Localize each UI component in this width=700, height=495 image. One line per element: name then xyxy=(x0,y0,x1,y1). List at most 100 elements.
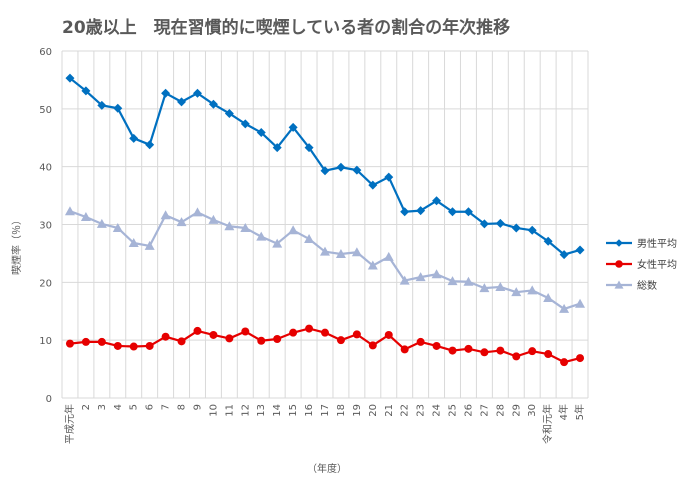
data-point xyxy=(128,238,139,248)
data-point xyxy=(208,99,218,109)
data-point xyxy=(351,247,362,257)
data-point xyxy=(367,260,378,270)
series-diamond xyxy=(65,73,585,260)
data-point xyxy=(400,207,410,217)
x-tick-label: 10 xyxy=(208,404,219,417)
x-axis-ticks: 平成元年 2 3 4 5 6 7 8 9 10 11 12 13 14 15 16 17 18 19 20 21 22 23… xyxy=(63,404,586,444)
data-point xyxy=(129,133,139,143)
data-point xyxy=(527,285,538,295)
x-tick-label: 14 xyxy=(272,404,283,417)
data-point xyxy=(447,276,458,286)
data-point xyxy=(193,326,202,335)
data-point xyxy=(65,339,74,348)
data-point xyxy=(400,345,409,354)
series-circle xyxy=(65,324,585,367)
data-point xyxy=(81,86,91,96)
data-point xyxy=(336,162,346,172)
x-tick-label: 令和元年 xyxy=(541,404,554,444)
x-tick-label: 25 xyxy=(448,404,459,417)
data-point xyxy=(81,337,90,346)
x-tick-label: 22 xyxy=(400,404,411,417)
x-tick-label: 6 xyxy=(145,404,156,410)
data-point xyxy=(209,330,218,339)
data-point xyxy=(575,298,586,308)
data-point xyxy=(432,341,441,350)
data-point xyxy=(97,337,106,346)
data-point xyxy=(272,143,282,153)
data-point xyxy=(495,281,506,291)
data-point xyxy=(543,236,553,246)
data-point xyxy=(416,206,426,216)
x-tick-label: 27 xyxy=(479,404,490,417)
data-point xyxy=(559,250,569,260)
data-point xyxy=(112,222,123,232)
data-point xyxy=(527,225,537,235)
data-point xyxy=(161,332,170,341)
data-point xyxy=(241,327,250,336)
data-point xyxy=(384,172,394,182)
data-point xyxy=(144,240,155,250)
data-point xyxy=(113,341,122,350)
data-point xyxy=(224,221,235,231)
series-triangle xyxy=(64,206,586,313)
data-point xyxy=(304,233,315,243)
data-point xyxy=(511,287,522,297)
legend-item: 女性平均 xyxy=(606,258,677,271)
data-point xyxy=(352,165,362,175)
data-point xyxy=(335,248,346,258)
data-point xyxy=(176,217,187,227)
data-point xyxy=(543,292,554,302)
data-point xyxy=(416,337,425,346)
data-point xyxy=(321,328,329,337)
data-point xyxy=(463,207,473,217)
data-point xyxy=(480,348,489,357)
data-point xyxy=(129,342,138,351)
data-point xyxy=(495,218,505,228)
data-point xyxy=(336,336,345,345)
x-tick-label: 23 xyxy=(416,404,427,417)
data-point xyxy=(305,324,314,333)
chart-title: 20歳以上 現在習慣的に喫煙している者の割合の年次推移 xyxy=(62,17,510,38)
x-tick-label: 24 xyxy=(432,404,443,417)
data-point xyxy=(528,347,537,356)
y-tick-label: 50 xyxy=(39,105,52,116)
data-point xyxy=(224,108,234,118)
data-point xyxy=(352,330,361,339)
data-point xyxy=(256,128,266,138)
data-point xyxy=(368,180,378,190)
y-tick-label: 10 xyxy=(39,336,52,347)
x-tick-label: 4年 xyxy=(557,404,570,420)
data-point xyxy=(384,330,393,339)
x-tick-label: 26 xyxy=(463,404,474,417)
data-point xyxy=(479,219,489,229)
legend-item: 総数 xyxy=(606,279,657,292)
x-tick-label: 15 xyxy=(288,404,299,417)
data-point xyxy=(383,251,394,261)
legend-label: 総数 xyxy=(637,279,657,292)
y-tick-label: 20 xyxy=(39,278,52,289)
x-tick-label: 5年 xyxy=(573,404,586,420)
x-tick-label: 7 xyxy=(161,404,172,410)
data-point xyxy=(192,88,202,98)
x-tick-label: 11 xyxy=(224,404,235,417)
data-point xyxy=(288,122,298,132)
x-tick-label: 平成元年 xyxy=(63,404,76,444)
data-point xyxy=(368,341,377,350)
data-point xyxy=(615,260,623,268)
x-tick-label: 19 xyxy=(352,404,363,417)
y-tick-label: 40 xyxy=(39,163,52,174)
data-point xyxy=(399,275,410,285)
legend-label: 男性平均 xyxy=(637,237,677,250)
y-axis-label: 喫煙率（％） xyxy=(10,215,23,275)
data-point xyxy=(272,238,283,248)
data-point xyxy=(448,207,458,217)
x-tick-label: 16 xyxy=(304,404,315,417)
y-axis-ticks: 0 10 20 30 40 50 60 xyxy=(39,47,52,405)
data-point xyxy=(145,341,154,350)
data-point xyxy=(479,283,490,293)
x-tick-label: 28 xyxy=(495,404,506,417)
data-point xyxy=(320,246,330,256)
data-point xyxy=(415,272,426,282)
